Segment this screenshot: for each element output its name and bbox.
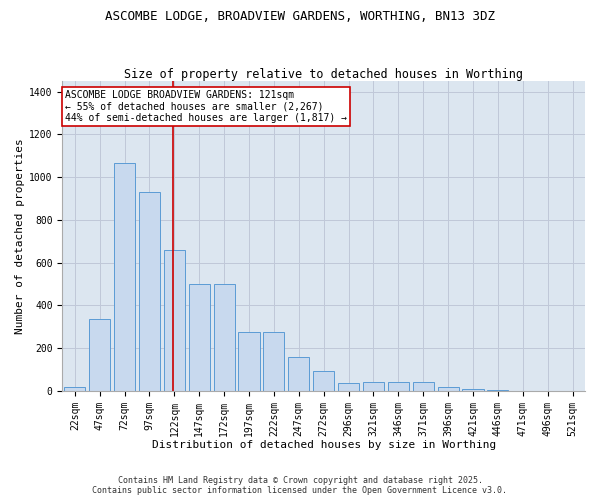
Bar [188, 284, 210, 391]
Bar [313, 370, 334, 391]
Bar [437, 387, 459, 391]
Text: ASCOMBE LODGE BROADVIEW GARDENS: 121sqm
← 55% of detached houses are smaller (2,: ASCOMBE LODGE BROADVIEW GARDENS: 121sqm … [65, 90, 347, 124]
Text: Contains HM Land Registry data © Crown copyright and database right 2025.
Contai: Contains HM Land Registry data © Crown c… [92, 476, 508, 495]
Bar [238, 332, 260, 391]
Bar [64, 386, 85, 391]
Bar [89, 320, 110, 391]
Bar [139, 192, 160, 391]
Bar [288, 356, 310, 391]
Bar [413, 382, 434, 391]
Bar [338, 384, 359, 391]
Title: Size of property relative to detached houses in Worthing: Size of property relative to detached ho… [124, 68, 523, 81]
X-axis label: Distribution of detached houses by size in Worthing: Distribution of detached houses by size … [152, 440, 496, 450]
Bar [363, 382, 384, 391]
Y-axis label: Number of detached properties: Number of detached properties [15, 138, 25, 334]
Bar [164, 250, 185, 391]
Text: ASCOMBE LODGE, BROADVIEW GARDENS, WORTHING, BN13 3DZ: ASCOMBE LODGE, BROADVIEW GARDENS, WORTHI… [105, 10, 495, 23]
Bar [388, 382, 409, 391]
Bar [114, 164, 135, 391]
Bar [463, 389, 484, 391]
Bar [263, 332, 284, 391]
Bar [214, 284, 235, 391]
Bar [487, 390, 508, 391]
